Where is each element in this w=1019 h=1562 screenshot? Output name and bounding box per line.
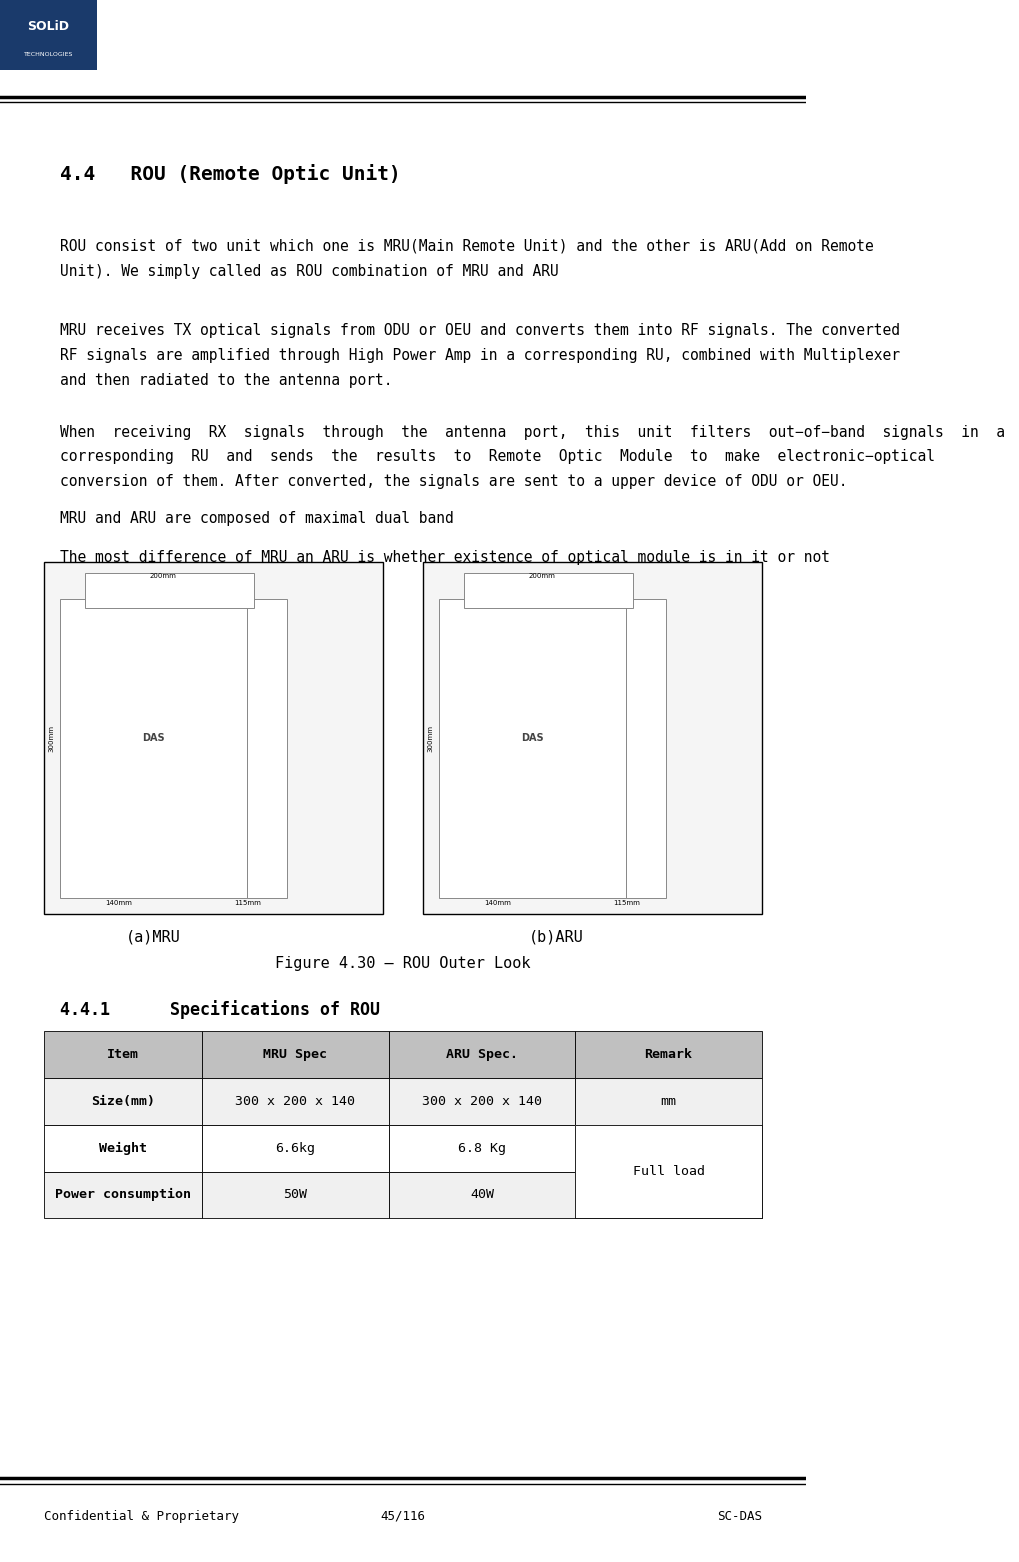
Text: ROU consist of two unit which one is MRU(Main Remote Unit) and the other is ARU(: ROU consist of two unit which one is MRU… — [60, 239, 873, 278]
Text: Confidential & Proprietary: Confidential & Proprietary — [44, 1510, 239, 1523]
Text: Power consumption: Power consumption — [55, 1189, 192, 1201]
Text: Size(mm): Size(mm) — [91, 1095, 155, 1107]
Text: 6.6kg: 6.6kg — [275, 1142, 315, 1154]
Text: MRU Spec: MRU Spec — [263, 1048, 327, 1061]
FancyBboxPatch shape — [575, 1125, 761, 1172]
Text: 115mm: 115mm — [612, 900, 639, 906]
FancyBboxPatch shape — [0, 0, 97, 70]
FancyBboxPatch shape — [44, 1125, 202, 1172]
Text: 50W: 50W — [283, 1189, 307, 1201]
FancyBboxPatch shape — [202, 1078, 388, 1125]
Text: MRU and ARU are composed of maximal dual band: MRU and ARU are composed of maximal dual… — [60, 511, 453, 526]
Text: 140mm: 140mm — [484, 900, 511, 906]
Text: The most difference of MRU an ARU is whether existence of optical module is in i: The most difference of MRU an ARU is whe… — [60, 550, 829, 565]
Text: 115mm: 115mm — [233, 900, 261, 906]
FancyBboxPatch shape — [463, 573, 632, 608]
FancyBboxPatch shape — [575, 1172, 761, 1218]
Text: 200mm: 200mm — [149, 573, 176, 580]
Text: DAS: DAS — [521, 733, 543, 744]
Text: 300 x 200 x 140: 300 x 200 x 140 — [422, 1095, 541, 1107]
Text: (b)ARU: (b)ARU — [529, 929, 583, 945]
Text: SOLiD: SOLiD — [28, 20, 69, 33]
Text: 200mm: 200mm — [528, 573, 554, 580]
Text: Figure 4.30 – ROU Outer Look: Figure 4.30 – ROU Outer Look — [275, 956, 530, 972]
FancyBboxPatch shape — [388, 1031, 575, 1078]
Text: 40W: 40W — [470, 1189, 493, 1201]
FancyBboxPatch shape — [44, 1172, 202, 1218]
FancyBboxPatch shape — [247, 600, 287, 898]
Text: Weight: Weight — [99, 1142, 147, 1154]
Text: MRU receives TX optical signals from ODU or OEU and converts them into RF signal: MRU receives TX optical signals from ODU… — [60, 323, 900, 387]
FancyBboxPatch shape — [202, 1031, 388, 1078]
FancyBboxPatch shape — [85, 573, 254, 608]
Text: 300 x 200 x 140: 300 x 200 x 140 — [235, 1095, 356, 1107]
Text: 4.4   ROU (Remote Optic Unit): 4.4 ROU (Remote Optic Unit) — [60, 164, 400, 184]
Text: 300mm: 300mm — [48, 725, 54, 751]
FancyBboxPatch shape — [575, 1125, 761, 1218]
FancyBboxPatch shape — [44, 562, 382, 914]
Text: TECHNOLOGIES: TECHNOLOGIES — [23, 52, 73, 58]
FancyBboxPatch shape — [44, 1031, 202, 1078]
FancyBboxPatch shape — [423, 562, 761, 914]
FancyBboxPatch shape — [202, 1125, 388, 1172]
Text: Item: Item — [107, 1048, 140, 1061]
FancyBboxPatch shape — [575, 1125, 761, 1172]
Text: Remark: Remark — [644, 1048, 692, 1061]
Text: 6.8 Kg: 6.8 Kg — [458, 1142, 505, 1154]
Text: mm: mm — [660, 1095, 676, 1107]
FancyBboxPatch shape — [388, 1172, 575, 1218]
Text: ARU Spec.: ARU Spec. — [445, 1048, 518, 1061]
FancyBboxPatch shape — [388, 1078, 575, 1125]
FancyBboxPatch shape — [575, 1031, 761, 1078]
FancyBboxPatch shape — [625, 600, 665, 898]
FancyBboxPatch shape — [44, 1078, 202, 1125]
FancyBboxPatch shape — [439, 600, 625, 898]
FancyBboxPatch shape — [575, 1172, 761, 1218]
Text: When  receiving  RX  signals  through  the  antenna  port,  this  unit  filters : When receiving RX signals through the an… — [60, 425, 1005, 489]
Text: 45/116: 45/116 — [380, 1510, 425, 1523]
Text: (a)MRU: (a)MRU — [125, 929, 180, 945]
Text: 4.4.1      Specifications of ROU: 4.4.1 Specifications of ROU — [60, 1000, 380, 1018]
Text: 140mm: 140mm — [105, 900, 132, 906]
FancyBboxPatch shape — [202, 1172, 388, 1218]
FancyBboxPatch shape — [388, 1125, 575, 1172]
FancyBboxPatch shape — [60, 600, 247, 898]
Text: SC-DAS: SC-DAS — [716, 1510, 761, 1523]
FancyBboxPatch shape — [575, 1078, 761, 1125]
Text: Full load: Full load — [632, 1142, 704, 1154]
Text: DAS: DAS — [142, 733, 165, 744]
Text: 300mm: 300mm — [427, 725, 433, 751]
Text: Full load: Full load — [632, 1165, 704, 1178]
